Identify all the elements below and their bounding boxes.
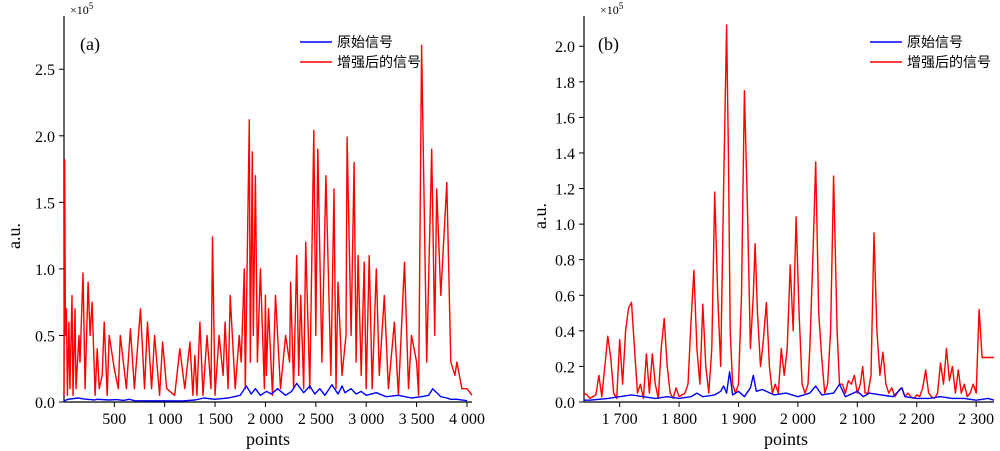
y-tick-label: 1.2 — [555, 182, 575, 199]
y-tick-label: 0.2 — [555, 359, 575, 376]
series-line-enhanced — [63, 44, 473, 396]
x-tick-label: 2 200 — [899, 411, 935, 428]
series-line-enhanced — [583, 24, 994, 400]
panel-a: 0.0 0.5 1.0 1.5 2.0 2.5 500 1 000 1 500 2 000 2 50… — [4, 1, 485, 449]
x-tick-label: 2 500 — [298, 411, 334, 428]
y-tick-label: 0.0 — [35, 395, 55, 412]
panel-b: 0.0 0.2 0.4 0.6 0.8 1.0 1.2 1.4 1.6 1.8 2.0 1 700 1 … — [530, 1, 995, 449]
y-tick-label: 2.5 — [35, 62, 55, 79]
legend-label: 原始信号 — [907, 35, 963, 51]
x-tick-label: 2 000 — [247, 411, 283, 428]
x-tick-label: 1 900 — [720, 411, 756, 428]
x-axis-label: points — [764, 429, 808, 449]
y-exponent-label: ×105 — [600, 1, 624, 17]
y-exponent-power: 5 — [619, 1, 624, 11]
y-tick-label: 1.5 — [35, 195, 55, 212]
y-exponent-power: 5 — [89, 1, 94, 11]
y-tick-label: 0.5 — [35, 328, 55, 345]
x-tick-label: 3 000 — [348, 411, 384, 428]
y-tick-label: 1.0 — [35, 262, 55, 279]
series-line-original — [63, 382, 468, 402]
panel-label: (b) — [598, 34, 619, 55]
y-tick-label: 0.0 — [555, 395, 575, 412]
x-tick-label: 1 500 — [197, 411, 233, 428]
y-tick-label: 1.0 — [555, 217, 575, 234]
y-axis-label: a.u. — [4, 223, 24, 249]
x-tick-label: 2 100 — [839, 411, 875, 428]
x-axis-label: points — [246, 429, 290, 449]
y-tick-label: 1.6 — [555, 110, 575, 127]
x-tick-label: 2 000 — [780, 411, 816, 428]
y-tick-label: 1.4 — [555, 146, 575, 163]
legend-label: 增强后的信号 — [337, 55, 421, 71]
legend-label: 增强后的信号 — [907, 55, 991, 71]
series-line-original — [584, 371, 995, 401]
x-tick-label: 1 800 — [661, 411, 697, 428]
y-exponent-base: ×10 — [600, 3, 619, 17]
legend-label: 原始信号 — [337, 35, 393, 51]
x-tick-label: 500 — [102, 411, 126, 428]
y-axis-label: a.u. — [530, 203, 550, 229]
y-tick-label: 0.8 — [555, 253, 575, 270]
x-tick-label: 1 700 — [602, 411, 638, 428]
y-tick-label: 0.4 — [555, 324, 575, 341]
x-tick-label: 3 500 — [399, 411, 435, 428]
y-tick-label: 1.8 — [555, 75, 575, 92]
x-tick-label: 4 000 — [449, 411, 485, 428]
y-tick-label: 2.0 — [35, 129, 55, 146]
x-tick-label: 2 300 — [958, 411, 994, 428]
y-tick-label: 0.6 — [555, 288, 575, 305]
y-exponent-label: ×105 — [70, 1, 94, 17]
panel-label: (a) — [80, 34, 100, 55]
y-tick-label: 2.0 — [555, 39, 575, 56]
y-exponent-base: ×10 — [70, 3, 89, 17]
x-tick-label: 1 000 — [147, 411, 183, 428]
